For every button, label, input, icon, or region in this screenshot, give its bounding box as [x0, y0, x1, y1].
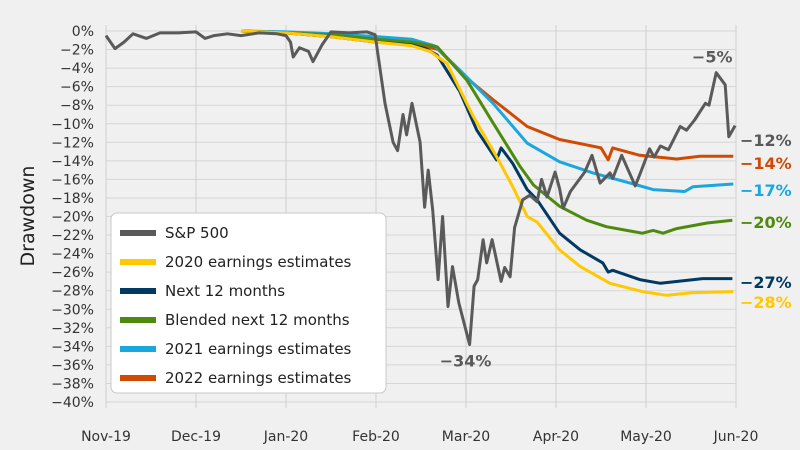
legend-swatch-1 [120, 259, 156, 265]
annotation-label: −5% [692, 48, 733, 67]
legend: S&P 500 2020 earnings estimates Next 12 mo… [110, 212, 387, 394]
end-label: −20% [740, 213, 792, 232]
legend-label: S&P 500 [165, 224, 229, 242]
x-tick-label: Dec-19 [171, 429, 221, 445]
series-line-4 [240, 29, 734, 193]
y-axis-ticks: 0% −2% −4% −6% −8% −10% −12% −14% −16% −18% −20% −2… [51, 24, 94, 411]
x-axis-ticks: Nov-19 Dec-19 Jan-20 Feb-20 Mar-20 Apr-20 May-… [81, 429, 758, 445]
y-tick-label: −32% [51, 321, 94, 337]
legend-label: Next 12 months [165, 282, 285, 300]
annotations: −12% −28%−27% −20% −17% −14% −5% −34% [440, 48, 792, 371]
y-axis-label: Drawdown [17, 166, 39, 267]
end-label: −27% [740, 273, 792, 292]
y-tick-label: −22% [51, 228, 94, 244]
legend-label: Blended next 12 months [165, 311, 350, 329]
x-tick-label: Jan-20 [263, 429, 308, 445]
x-tick-label: Feb-20 [352, 429, 400, 445]
series-line-0 [104, 30, 737, 346]
legend-label: 2021 earnings estimates [165, 340, 352, 358]
annotation-label: −34% [440, 351, 492, 370]
x-tick-label: May-20 [620, 429, 672, 445]
y-tick-label: −34% [51, 339, 94, 355]
y-tick-label: −18% [51, 191, 94, 207]
y-tick-label: −26% [51, 265, 94, 281]
y-tick-label: −30% [51, 302, 94, 318]
y-tick-label: −8% [60, 98, 94, 114]
y-tick-label: −6% [60, 80, 94, 96]
end-label: −28% [740, 293, 792, 312]
y-tick-label: −16% [51, 172, 94, 188]
legend-swatch-2 [120, 288, 156, 294]
legend-box [110, 212, 387, 394]
legend-label: 2020 earnings estimates [165, 253, 352, 271]
end-label: −14% [740, 154, 792, 173]
y-tick-label: −36% [51, 358, 94, 374]
legend-label: 2022 earnings estimates [165, 369, 352, 387]
y-tick-label: −28% [51, 284, 94, 300]
end-label: −17% [740, 181, 792, 200]
series-lines [104, 29, 737, 346]
end-label: −12% [740, 131, 792, 150]
y-tick-label: −4% [60, 61, 94, 77]
y-tick-label: −40% [51, 395, 94, 411]
x-tick-label: Mar-20 [442, 429, 490, 445]
legend-swatch-5 [120, 375, 156, 381]
x-tick-label: Apr-20 [533, 429, 579, 445]
x-tick-label: Jun-20 [713, 429, 759, 445]
y-tick-label: −10% [51, 117, 94, 133]
y-tick-label: −2% [60, 43, 94, 59]
y-tick-label: 0% [72, 24, 94, 40]
y-tick-label: −24% [51, 247, 94, 263]
legend-swatch-3 [120, 317, 156, 323]
x-tick-label: Nov-19 [81, 429, 131, 445]
y-tick-label: −38% [51, 376, 94, 392]
y-tick-label: −12% [51, 135, 94, 151]
y-tick-label: −14% [51, 154, 94, 170]
legend-swatch-4 [120, 346, 156, 352]
legend-swatch-0 [120, 230, 156, 236]
y-tick-label: −20% [51, 210, 94, 226]
